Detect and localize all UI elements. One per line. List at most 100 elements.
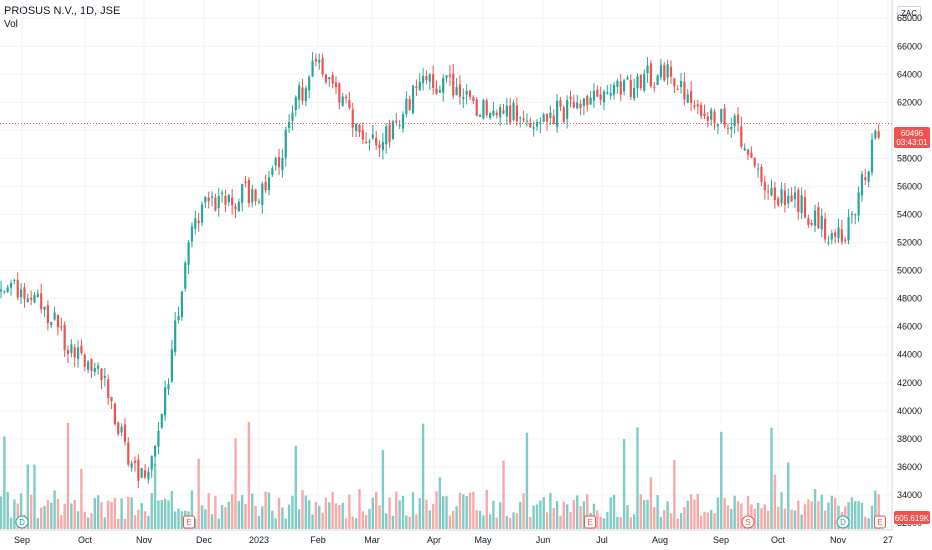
candle-body xyxy=(308,76,311,91)
volume-bar xyxy=(756,502,760,529)
volume-bar xyxy=(492,500,495,529)
candle-body xyxy=(468,90,472,97)
candle-body xyxy=(127,442,130,465)
volume-bar xyxy=(522,493,525,529)
candle-body xyxy=(123,424,127,442)
volume-bar xyxy=(264,491,267,529)
volume-bar xyxy=(472,491,475,529)
x-tick-label: Apr xyxy=(427,535,441,545)
volume-bar xyxy=(60,515,63,529)
candle-body xyxy=(522,118,525,121)
volume-bar xyxy=(180,511,184,529)
volume-bar xyxy=(706,512,710,529)
candle-body xyxy=(130,463,133,468)
candle-body xyxy=(770,188,773,196)
candle-body xyxy=(713,111,716,124)
y-tick-label: 50000 xyxy=(897,266,922,276)
x-tick-label: Oct xyxy=(771,535,786,545)
candle-body xyxy=(90,359,93,372)
event-marker-earnings: E xyxy=(874,515,886,529)
volume-bar xyxy=(478,510,482,529)
candle-body xyxy=(874,131,877,139)
candle-body xyxy=(334,82,338,87)
candle-body xyxy=(261,183,264,205)
volume-bar xyxy=(448,515,452,529)
candle-body xyxy=(512,102,515,120)
volume-bar xyxy=(153,463,157,529)
candle-body xyxy=(157,430,160,447)
candle-body xyxy=(358,125,361,133)
candle-body xyxy=(515,105,518,122)
x-tick-label: Feb xyxy=(310,535,326,545)
volume-bar xyxy=(455,506,458,529)
event-glyph: D xyxy=(19,518,25,527)
candle-body xyxy=(304,88,307,102)
candle-body xyxy=(559,100,562,107)
volume-bar xyxy=(66,422,70,529)
y-tick-label: 66000 xyxy=(897,41,922,51)
volume-bar xyxy=(26,464,29,529)
x-tick-label: Nov xyxy=(830,535,847,545)
candle-body xyxy=(401,114,405,129)
candle-body xyxy=(478,115,482,117)
volume-bar xyxy=(777,506,780,529)
volume-bar xyxy=(519,501,522,529)
volume-bar xyxy=(174,511,177,529)
volume-bar xyxy=(854,501,857,529)
candle-body xyxy=(824,218,827,240)
candle-body xyxy=(160,413,163,428)
time-axis[interactable]: Sep Oct Nov Dec 2023 Feb Mar Apr May Jun Jul Aug Sep… xyxy=(14,535,893,545)
volume-bar xyxy=(127,496,130,529)
candle-body xyxy=(254,189,257,202)
countdown-value: 03:43:01 xyxy=(896,138,928,147)
volume-bar xyxy=(425,499,428,529)
candle-body xyxy=(190,226,194,242)
volume-bar xyxy=(475,510,478,529)
volume-bar xyxy=(50,502,53,529)
candle-body xyxy=(237,201,240,212)
candle-body xyxy=(740,126,743,147)
currency-button[interactable]: ZAC xyxy=(897,6,921,21)
candle-body xyxy=(204,196,207,203)
candle-body xyxy=(224,196,227,205)
volume-bar xyxy=(120,498,123,529)
candle-body xyxy=(184,262,187,289)
candle-body xyxy=(395,120,398,123)
candle-body xyxy=(582,98,585,107)
price-axis[interactable]: 3200034000360003800040000420004400046000… xyxy=(897,13,922,528)
volume-value-label: 605.619K xyxy=(894,511,930,524)
candle-body xyxy=(653,86,656,88)
candle-body xyxy=(549,112,552,119)
candle-body xyxy=(117,422,120,435)
volume-bar xyxy=(251,493,254,529)
volume-bar xyxy=(545,512,549,529)
volume-bar xyxy=(488,514,492,529)
candle-body xyxy=(6,287,9,293)
candle-body xyxy=(324,74,328,83)
candle-body xyxy=(448,74,451,77)
volume-bar xyxy=(653,507,656,529)
candle-body xyxy=(66,349,70,354)
volume-bar xyxy=(833,498,837,529)
volume-bar xyxy=(445,496,448,529)
volume-bar xyxy=(619,516,622,529)
candle-body xyxy=(492,110,495,116)
volume-bar xyxy=(736,501,740,529)
candle-body xyxy=(56,315,60,328)
volume-bar xyxy=(207,493,210,529)
volume-bar xyxy=(793,510,797,529)
candle-body xyxy=(435,88,438,94)
candle-body xyxy=(418,81,421,91)
candle-body xyxy=(13,279,16,281)
volume-bar xyxy=(502,460,505,529)
x-tick-label: Dec xyxy=(196,535,213,545)
volume-bar xyxy=(33,464,36,529)
candle-body xyxy=(20,289,23,298)
candle-body xyxy=(87,361,90,370)
volume-bar xyxy=(415,514,418,529)
volume-bar xyxy=(401,495,405,529)
candle-body xyxy=(385,126,388,145)
candle-body xyxy=(475,99,478,117)
